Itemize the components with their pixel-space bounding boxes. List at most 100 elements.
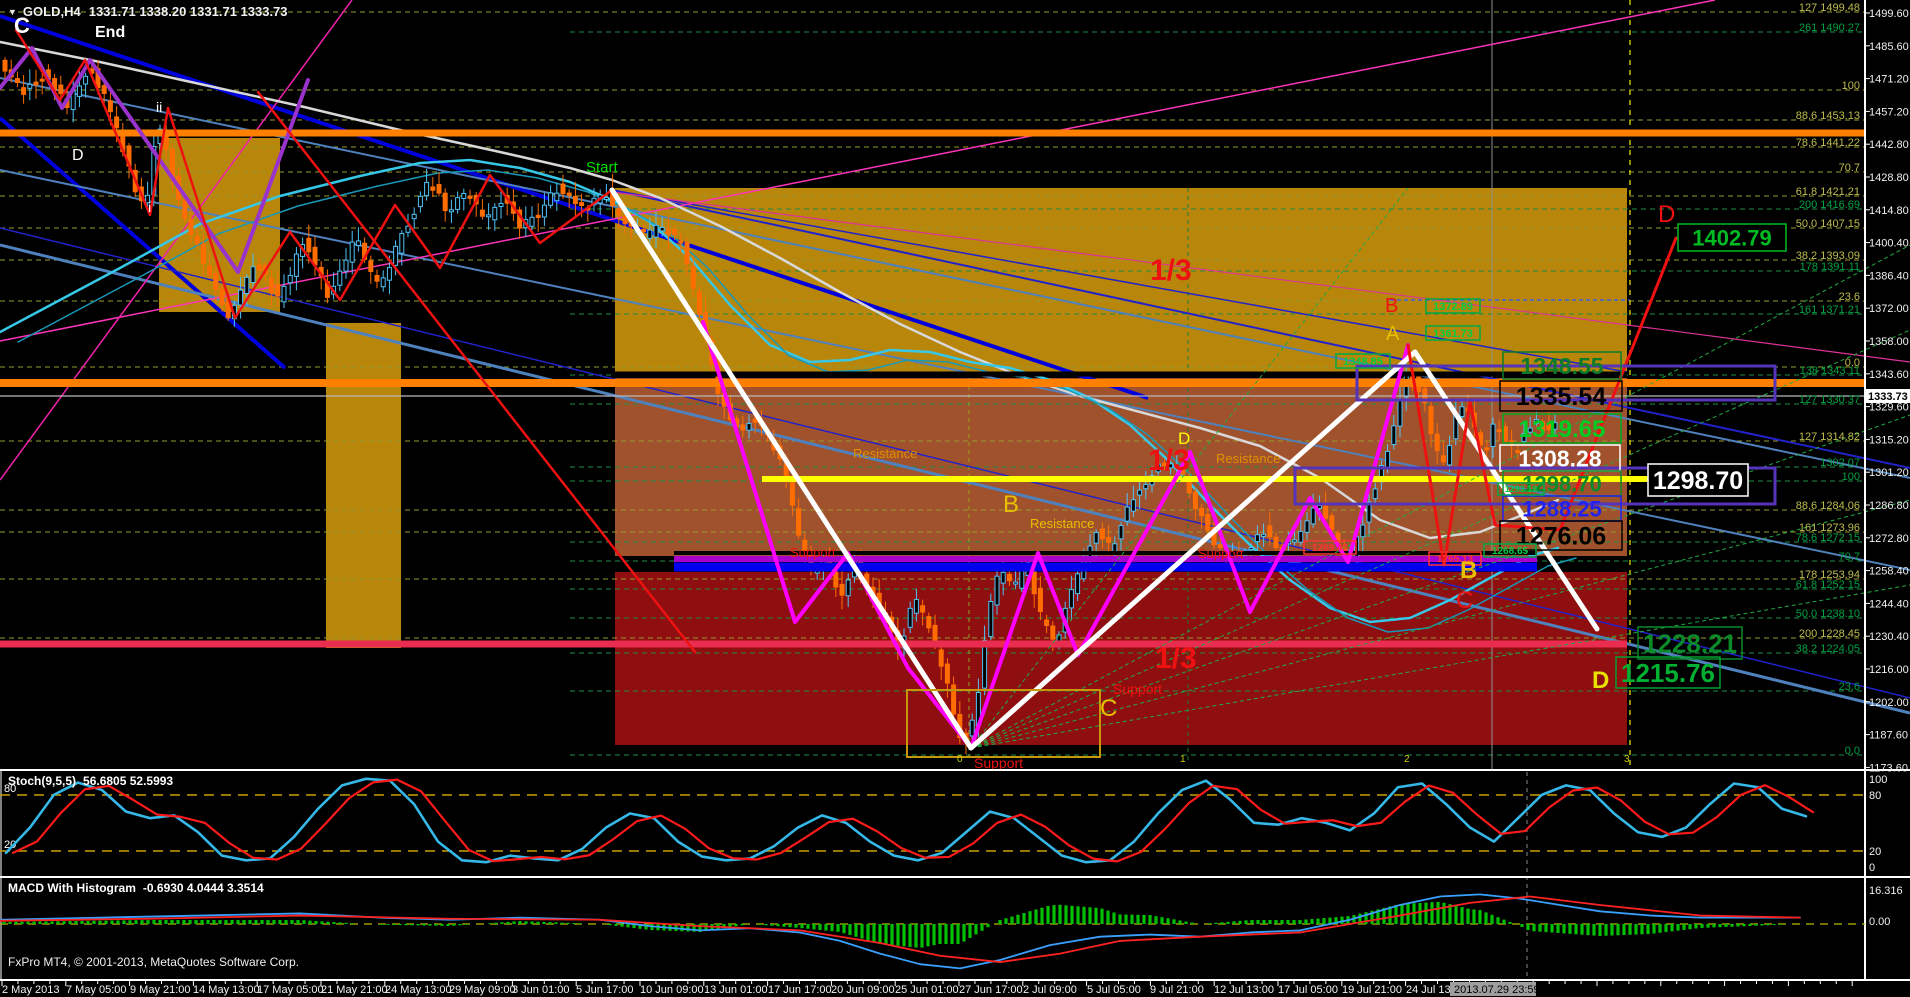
price-box-1215-76[interactable]: 1215.76 [1615,656,1721,689]
price-box-1293-18[interactable]: 1293.18 [1497,482,1545,496]
svg-text:i: i [148,199,151,215]
svg-text:161 1273.96: 161 1273.96 [1799,522,1860,534]
svg-text:1173.60: 1173.60 [1869,762,1908,774]
svg-text:161 1371.21: 161 1371.21 [1799,304,1860,316]
svg-text:1228.21: 1228.21 [1643,628,1737,658]
svg-text:7 May 05:00: 7 May 05:00 [66,984,127,996]
svg-text:1215.76: 1215.76 [1621,658,1715,688]
svg-text:20 Jun 09:00: 20 Jun 09:00 [831,984,895,996]
price-box-1276-06[interactable]: 1276.06 [1499,520,1623,551]
price-box-1372-89[interactable]: 1372.89 [1425,298,1481,314]
svg-text:1302.07: 1302.07 [1820,457,1860,469]
svg-text:261 1490.27: 261 1490.27 [1799,22,1860,34]
svg-text:1319.65: 1319.65 [1519,416,1606,443]
svg-text:B: B [1003,491,1019,518]
svg-text:Support: Support [974,755,1023,771]
price-box-1335-54[interactable]: 1335.54 [1499,380,1623,412]
trendlines[interactable] [0,0,1910,715]
svg-text:1230.40: 1230.40 [1869,631,1909,643]
price-box-1348-85[interactable]: 1348.85 [1335,353,1391,369]
svg-text:70.7: 70.7 [1839,162,1860,174]
symbol-period: GOLD,H4 [22,4,81,19]
price-label-boxes[interactable]: 1402.791348.551335.541319.651308.281298.… [1303,223,1787,689]
svg-text:0.0: 0.0 [1845,357,1860,369]
svg-text:Resistance: Resistance [1216,451,1280,466]
svg-text:127 1330.37: 127 1330.37 [1799,394,1860,406]
svg-text:D: D [1592,667,1609,694]
svg-text:12 Jul 13:00: 12 Jul 13:00 [1214,984,1274,996]
svg-text:10 Jun 09:00: 10 Jun 09:00 [640,984,704,996]
svg-text:19 Jul 21:00: 19 Jul 21:00 [1342,984,1402,996]
svg-text:23.6: 23.6 [1839,681,1860,693]
price-box-1228-21[interactable]: 1228.21 [1637,626,1743,660]
svg-text:2013.07.29 23:59: 2013.07.29 23:59 [1454,984,1540,996]
svg-text:C: C [1456,587,1473,614]
price-axis[interactable]: 1499.60 1485.60 1471.20 1457.20 1442.80 1428.… [1865,8,1910,774]
svg-text:3 Jun 01:00: 3 Jun 01:00 [512,984,570,996]
svg-text:9 Jul 21:00: 9 Jul 21:00 [1150,984,1204,996]
price-box-1288-25[interactable]: 1288.25 [1502,495,1622,522]
svg-text:1/3: 1/3 [1155,642,1197,675]
svg-text:1348.55: 1348.55 [1520,353,1603,379]
svg-text:16.316: 16.316 [1869,885,1903,897]
svg-text:1499.60: 1499.60 [1869,8,1909,20]
price-box-1268-65[interactable]: 1268.65 [1483,543,1537,558]
svg-text:1414.80: 1414.80 [1869,205,1909,217]
svg-text:0: 0 [1869,862,1875,874]
svg-text:2: 2 [1404,754,1410,765]
price-box-1402-79[interactable]: 1402.79 [1677,223,1787,252]
pattern-lines[interactable] [0,28,1678,751]
svg-text:D: D [1658,201,1675,228]
svg-text:38.2 1224.05: 38.2 1224.05 [1796,643,1860,655]
price-box-1361-73[interactable]: 1361.73 [1425,325,1481,341]
price-box-1269-42[interactable]: 1269.42 [1303,540,1357,555]
svg-text:1269.42: 1269.42 [1312,543,1349,554]
svg-text:1298.70: 1298.70 [1653,467,1743,495]
svg-text:127 1314.82: 127 1314.82 [1799,431,1860,443]
svg-text:Start: Start [586,159,619,176]
svg-text:2 May 2013: 2 May 2013 [2,984,59,996]
svg-text:200 1228.45: 200 1228.45 [1799,628,1860,640]
ohlc-values: 1331.71 1338.20 1331.71 1333.73 [88,4,288,19]
svg-text:1/3: 1/3 [1150,254,1192,287]
svg-text:200 1416.69: 200 1416.69 [1799,199,1860,211]
chart-menu-icon[interactable]: ▼ [8,7,17,17]
svg-text:1372.00: 1372.00 [1869,303,1909,315]
svg-text:88.6 1453.13: 88.6 1453.13 [1796,110,1860,122]
price-box-1298-70[interactable]: 1298.70 [1647,463,1749,497]
svg-text:21 May 21:00: 21 May 21:00 [321,984,388,996]
crosshair-date-badge: 2013.07.29 23:59 [1450,982,1540,996]
macd-indicator-label: MACD With Histogram -0.6930 4.0444 3.3514 [8,881,264,895]
svg-text:1288.25: 1288.25 [1522,496,1602,521]
price-box-1265-13[interactable]: 1265.13 [1428,551,1482,566]
svg-text:3: 3 [1624,754,1630,765]
svg-text:29 May 09:00: 29 May 09:00 [449,984,516,996]
svg-text:1442.80: 1442.80 [1869,139,1909,151]
svg-text:1400.40: 1400.40 [1869,238,1909,250]
svg-text:C: C [14,13,30,38]
object-rectangles[interactable] [906,364,1777,758]
svg-text:Support: Support [1113,681,1162,697]
svg-text:17 Jul 05:00: 17 Jul 05:00 [1278,984,1338,996]
svg-text:138 1343.11: 138 1343.11 [1800,365,1860,377]
price-box-1319-65[interactable]: 1319.65 [1502,413,1622,444]
svg-text:1216.00: 1216.00 [1869,664,1909,676]
svg-text:Support: Support [790,545,836,560]
level-lines[interactable] [0,129,1865,648]
svg-text:1361.73: 1361.73 [1433,328,1473,340]
svg-text:61.8 1421.21: 61.8 1421.21 [1796,186,1860,198]
time-axis[interactable]: 2 May 2013 7 May 05:00 9 May 21:00 14 May 1… [0,981,1910,997]
svg-text:27 Jun 17:00: 27 Jun 17:00 [959,984,1023,996]
svg-text:B: B [1460,557,1477,584]
macd-values: -0.6930 4.0444 3.3514 [142,881,264,895]
svg-text:17 May 05:00: 17 May 05:00 [257,984,324,996]
svg-text:178 1253.94: 178 1253.94 [1799,569,1860,581]
svg-text:78.6 1272.15: 78.6 1272.15 [1796,532,1860,544]
svg-text:1372.89: 1372.89 [1433,301,1473,313]
svg-text:1265.13: 1265.13 [1437,554,1474,565]
svg-text:0.00: 0.00 [1869,916,1890,928]
svg-text:1: 1 [1180,754,1186,765]
price-box-1348-55[interactable]: 1348.55 [1502,351,1622,380]
